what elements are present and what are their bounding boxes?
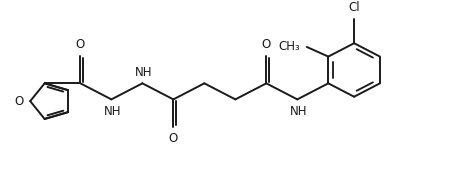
Text: Cl: Cl [348, 1, 360, 14]
Text: O: O [169, 132, 178, 145]
Text: CH₃: CH₃ [278, 41, 300, 53]
Text: NH: NH [289, 105, 307, 118]
Text: O: O [262, 38, 271, 51]
Text: NH: NH [135, 66, 152, 79]
Text: NH: NH [104, 105, 121, 118]
Text: O: O [76, 38, 85, 51]
Text: O: O [14, 95, 23, 108]
